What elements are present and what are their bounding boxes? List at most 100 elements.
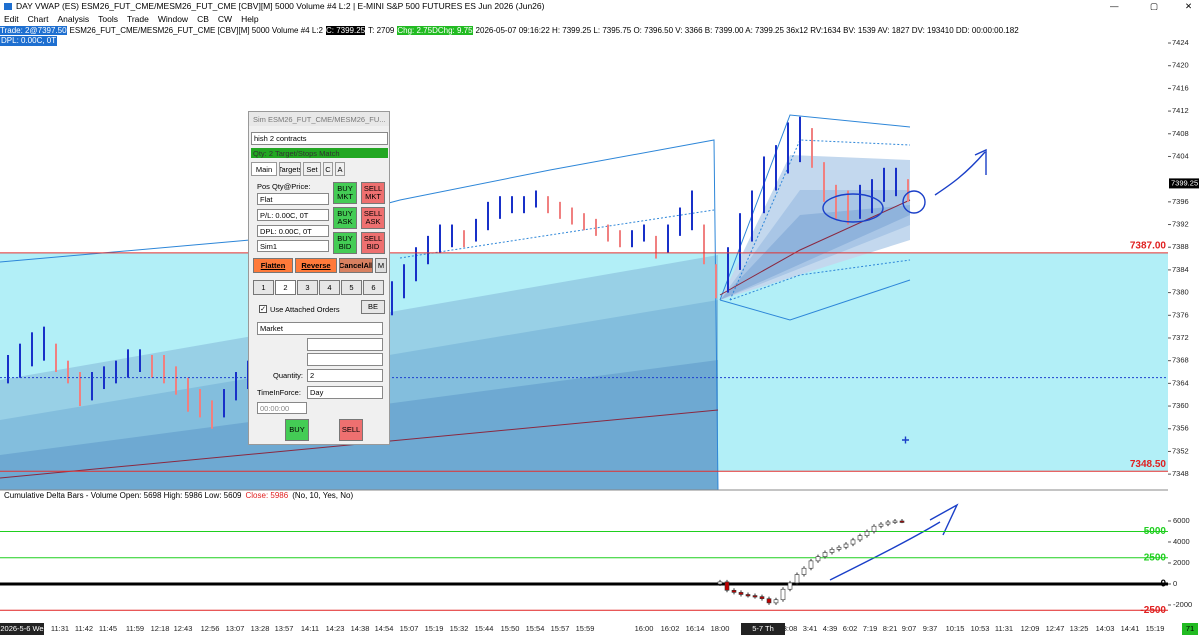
order-button[interactable]: BUY BID xyxy=(333,232,357,254)
x-tick-label: 14:41 xyxy=(1121,624,1140,633)
arrow-drawing[interactable] xyxy=(829,503,959,581)
y-tick-label: 7424 xyxy=(1172,38,1189,47)
vwap-line xyxy=(719,199,911,296)
x-tick-label: 9:07 xyxy=(902,624,917,633)
strategy-select[interactable]: hish 2 contracts xyxy=(251,132,388,145)
menu-item[interactable]: Edit xyxy=(4,14,19,24)
delta-bar xyxy=(801,567,807,575)
x-tick-label: 4:39 xyxy=(823,624,838,633)
order-type-select[interactable]: Market xyxy=(257,322,383,335)
quantity-field[interactable]: 2 xyxy=(307,369,383,382)
empty-select[interactable] xyxy=(307,338,383,351)
y-tick-label: 7412 xyxy=(1172,106,1189,115)
circle-drawing[interactable] xyxy=(902,190,926,214)
menu-item[interactable]: Chart xyxy=(27,14,49,24)
delta-bar xyxy=(745,594,751,597)
x-tick-label: 15:50 xyxy=(501,624,520,633)
menu-item[interactable]: Trade xyxy=(126,14,149,24)
info-line: Trade: 2@7397.50 ESM26_FUT_CME/MESM26_FUT… xyxy=(0,26,1019,36)
delta-tick-label: 2000 xyxy=(1173,558,1190,567)
delta-bar xyxy=(780,588,786,601)
arrow-drawing[interactable] xyxy=(934,148,987,196)
number-tab[interactable]: 2 xyxy=(275,280,296,295)
order-button[interactable]: SELL BID xyxy=(361,232,385,254)
number-tab[interactable]: 3 xyxy=(297,280,318,295)
delta-bar xyxy=(843,543,849,548)
x-tick-label: 11:31 xyxy=(51,624,69,633)
time-axis xyxy=(0,620,1200,641)
delta-params: (No, 10, Yes, No) xyxy=(292,491,354,500)
y-tick-label: 7420 xyxy=(1172,61,1189,70)
reverse-button[interactable]: Reverse xyxy=(295,258,337,273)
order-window: Sim ESM26_FUT_CME/MESM26_FU... hish 2 con… xyxy=(248,111,390,445)
x-tick-label: 13:25 xyxy=(1070,624,1089,633)
dpl-field: DPL: 0.00C, 0T xyxy=(257,225,329,237)
x-tick-label: 15:54 xyxy=(526,624,545,633)
x-tick-label: 18:00 xyxy=(711,624,730,633)
tab[interactable]: A xyxy=(335,162,345,176)
number-tab[interactable]: 1 xyxy=(253,280,274,295)
close[interactable]: ✕ xyxy=(1185,1,1193,11)
delta-tick-label: -2000 xyxy=(1173,600,1192,609)
status-bar: Qty: 2 Target/Stops Match xyxy=(251,148,388,158)
number-tab[interactable]: 6 xyxy=(363,280,384,295)
cancel-all-button[interactable]: CancelAll xyxy=(339,258,373,273)
flatten-button[interactable]: Flatten xyxy=(253,258,293,273)
x-tick-label: 14:54 xyxy=(375,624,394,633)
menu-item[interactable]: Analysis xyxy=(57,14,90,24)
menu-item[interactable]: Window xyxy=(157,14,189,24)
maximize[interactable]: ▢ xyxy=(1150,1,1159,11)
menu-item[interactable]: CW xyxy=(217,14,233,24)
be-button[interactable]: BE xyxy=(361,300,385,314)
menu-item[interactable]: Help xyxy=(241,14,259,24)
vwap-upper-right xyxy=(719,114,911,301)
delta-bar xyxy=(899,520,905,523)
y-tick-label: 7360 xyxy=(1172,401,1189,410)
tab[interactable]: Main xyxy=(251,162,277,176)
order-button[interactable]: SELL ASK xyxy=(361,207,385,229)
order-button[interactable]: BUY MKT xyxy=(333,182,357,204)
level-label: 7387.00 xyxy=(1130,241,1167,252)
tick-info: T: 2709 xyxy=(368,26,395,35)
day-box xyxy=(0,623,44,635)
ellipse-drawing[interactable] xyxy=(822,193,884,223)
x-tick-label: 13:28 xyxy=(251,624,270,633)
order-button[interactable]: BUY ASK xyxy=(333,207,357,229)
delta-close: Close: 5986 xyxy=(245,491,289,500)
tab[interactable]: Set xyxy=(303,162,321,176)
tif-select[interactable]: Day xyxy=(307,386,383,399)
y-tick-label: 7376 xyxy=(1172,310,1189,319)
x-tick-label: 15:57 xyxy=(551,624,570,633)
number-tab[interactable]: 5 xyxy=(341,280,362,295)
buy-button[interactable]: BUY xyxy=(285,419,309,441)
sell-button[interactable]: SELL xyxy=(339,419,363,441)
empty-select[interactable] xyxy=(307,353,383,366)
delta-level-label: 0 xyxy=(1160,579,1166,590)
minimize[interactable]: — xyxy=(1110,1,1119,11)
day-box xyxy=(741,623,785,635)
price-axis xyxy=(1168,26,1200,620)
checkbox[interactable]: ✓ xyxy=(259,305,267,313)
x-tick-label: 16:00 xyxy=(635,624,654,633)
end-box xyxy=(1182,623,1198,635)
x-tick-label: 9:37 xyxy=(923,624,938,633)
x-tick-label: 14:03 xyxy=(1096,624,1115,633)
vwap-lower-right-dotted xyxy=(729,259,911,301)
menu-item[interactable]: CB xyxy=(197,14,209,24)
delta-tick-label: 6000 xyxy=(1173,516,1190,525)
y-tick-label: 7408 xyxy=(1172,129,1189,138)
x-tick-label: 12:47 xyxy=(1046,624,1065,633)
order-button[interactable]: SELL MKT xyxy=(361,182,385,204)
delta-tick-label: 4000 xyxy=(1173,537,1190,546)
delta-tick-label: 0 xyxy=(1173,579,1177,588)
m-button[interactable]: M xyxy=(375,258,387,273)
number-tab[interactable]: 4 xyxy=(319,280,340,295)
x-tick-label: 10:53 xyxy=(971,624,990,633)
tab[interactable]: Targets xyxy=(279,162,301,176)
menu-bar: Edit Chart Analysis Tools Trade Window CB CW Hel… xyxy=(0,13,259,26)
account-select[interactable]: Sim1 xyxy=(257,240,329,252)
tab[interactable]: C xyxy=(323,162,333,176)
menu-item[interactable]: Tools xyxy=(98,14,118,24)
y-tick-label: 7392 xyxy=(1172,220,1189,229)
